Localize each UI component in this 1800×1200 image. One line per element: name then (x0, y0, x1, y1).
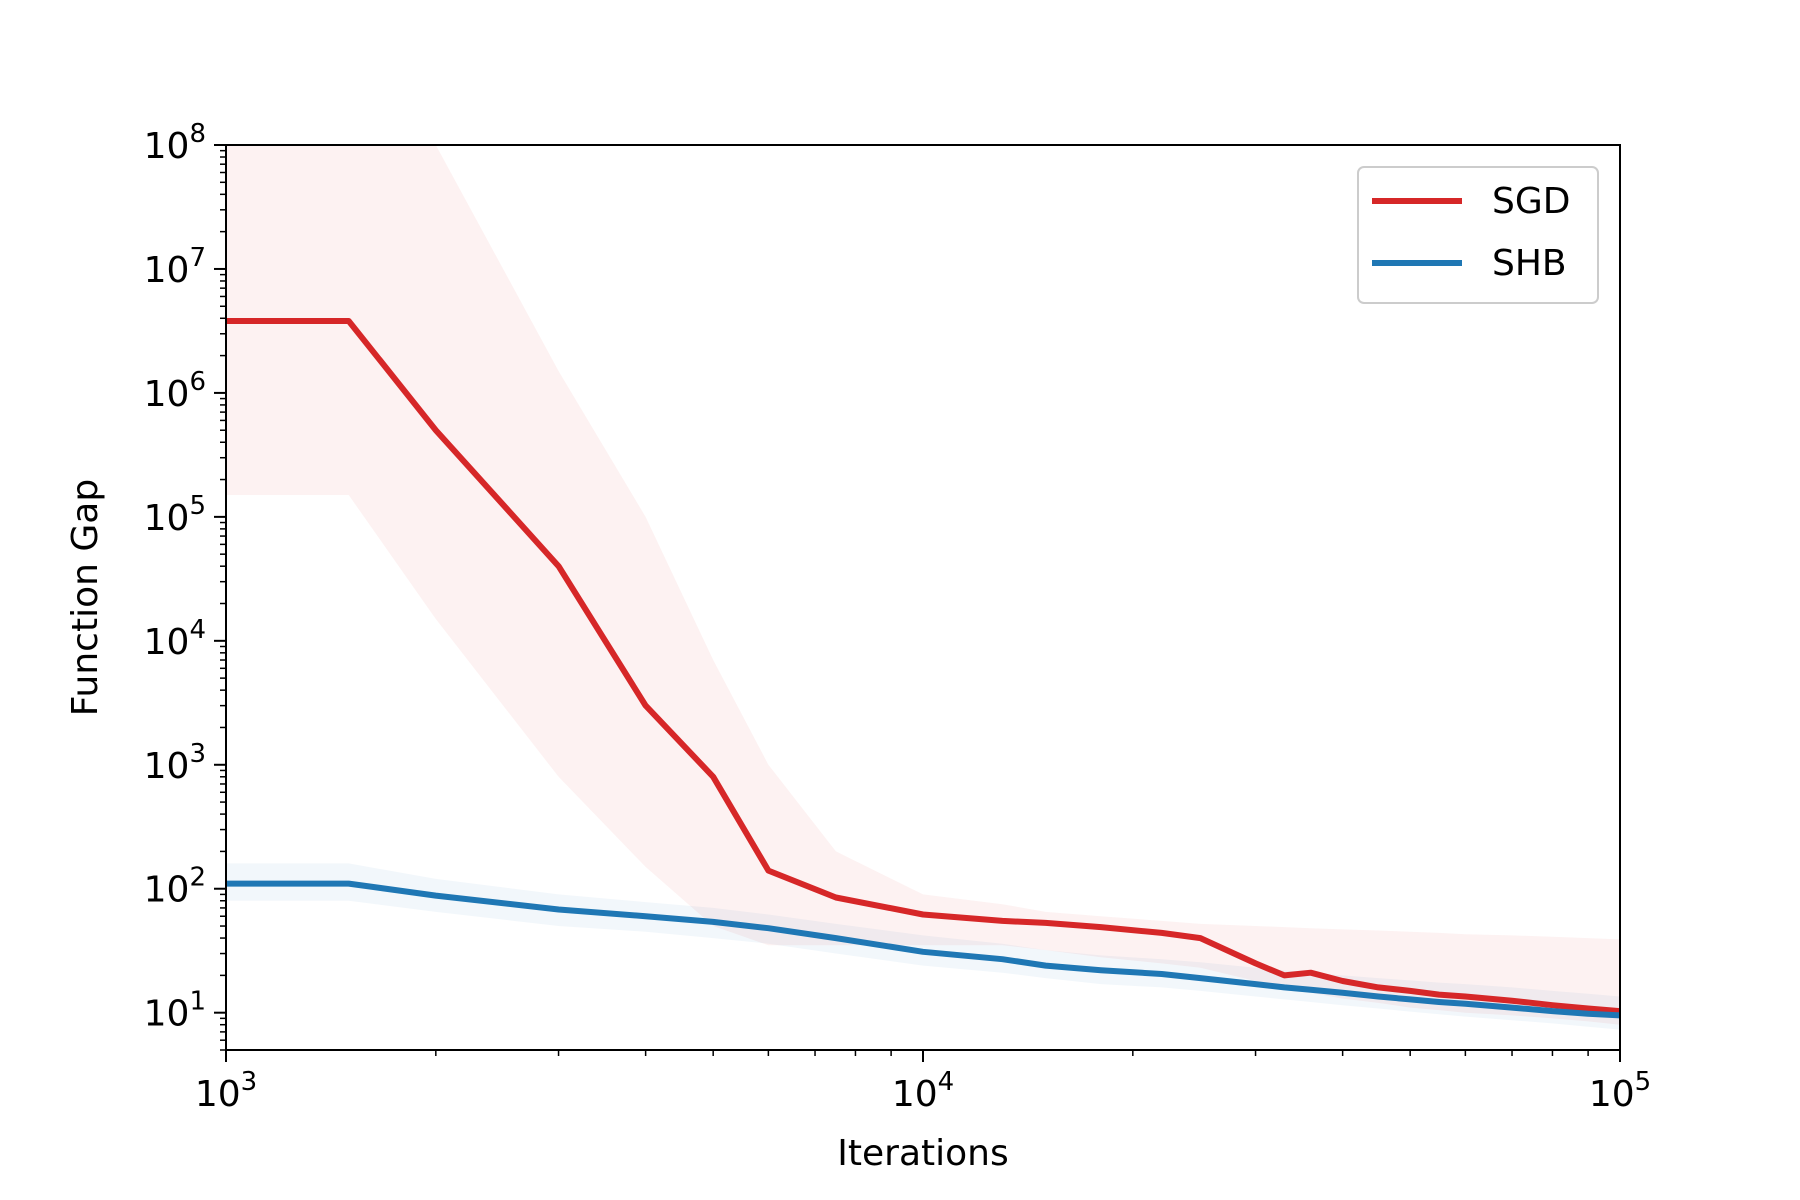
y-tick-label: 106 (144, 367, 206, 415)
x-tick-label: 103 (195, 1067, 257, 1115)
y-axis: 101 102 103 104 105 106 107 108 (144, 119, 226, 1051)
y-tick-label: 108 (144, 119, 206, 167)
y-tick-label: 104 (144, 615, 206, 663)
y-tick-label: 107 (144, 243, 206, 291)
y-tick-label: 102 (144, 863, 206, 911)
y-tick-label: 105 (144, 491, 206, 539)
series-line-shb (226, 880, 1620, 1019)
y-tick-label: 103 (144, 739, 206, 787)
series-line-sgd (226, 318, 1620, 1015)
series-lines (226, 318, 1620, 1019)
band-sgd (226, 145, 1620, 1025)
x-tick-label: 105 (1589, 1067, 1651, 1115)
legend-label-sgd: SGD (1492, 181, 1570, 222)
x-axis: 103 104 105 (195, 1050, 1651, 1115)
y-tick-label: 101 (144, 987, 206, 1035)
legend: SGD SHB (1357, 166, 1599, 304)
legend-label-shb: SHB (1492, 243, 1567, 284)
x-tick-label: 104 (892, 1067, 954, 1115)
x-axis-label: Iterations (837, 1133, 1008, 1174)
y-axis-label: Function Gap (65, 479, 106, 716)
